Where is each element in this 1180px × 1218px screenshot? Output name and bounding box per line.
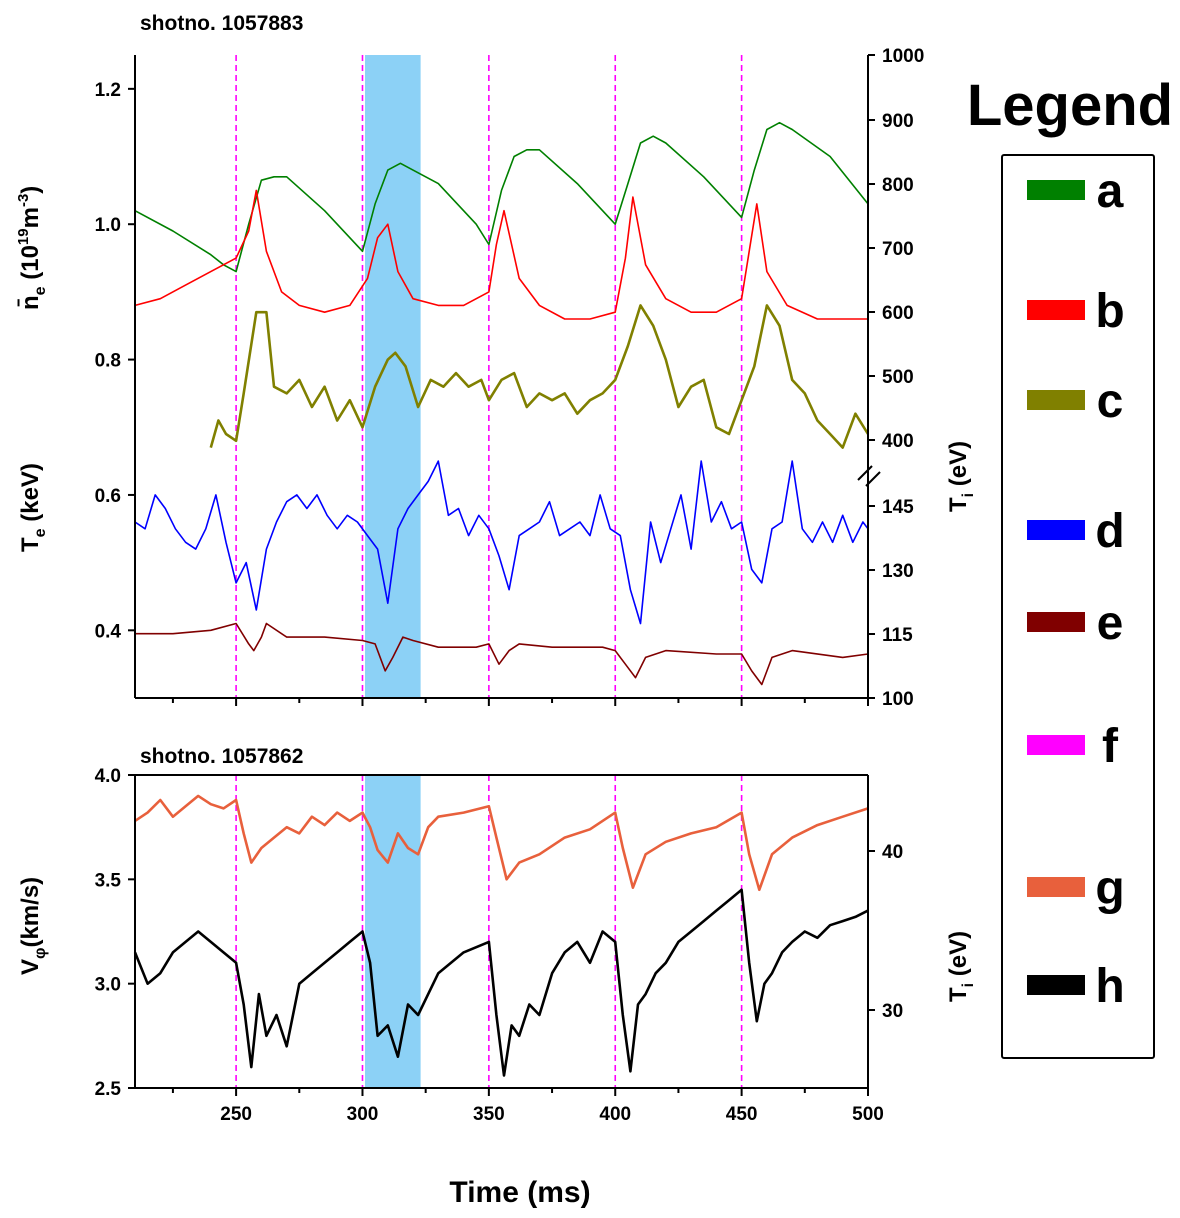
legend-title: Legend: [967, 73, 1173, 138]
x-tick-label: 350: [473, 1104, 505, 1125]
left-tick-label: 2.5: [95, 1079, 122, 1100]
top-panel-shot-label: shotno. 1057883: [140, 12, 303, 35]
legend-label-f: f: [1102, 720, 1119, 773]
right-axis-break-marks: [857, 465, 881, 487]
right-tick-label: 500: [882, 367, 914, 388]
top-left-axis-ticks: 0.4 0.6 0.8 1.0 1.2: [95, 80, 135, 642]
bottom-x-axis-ticks: 250 300 350 400 450 500: [171, 1088, 884, 1125]
x-tick-label: 250: [220, 1104, 252, 1125]
legend-label-g: g: [1095, 862, 1124, 915]
right-tick-label: 400: [882, 431, 914, 452]
bottom-left-axis-title: Vφ(km/s): [17, 877, 49, 975]
top-right-axis-ticks: 400 500 600 700 800 900 1000 100 115 130 145: [868, 46, 924, 710]
left-tick-label: 1.0: [95, 215, 121, 236]
bottom-panel: shotno. 1057862 2.5 3.0 3.5 4.0 30 40 250 300…: [17, 745, 977, 1209]
top-right-axis-title: Ti (eV): [945, 441, 977, 512]
x-axis-title: Time (ms): [449, 1176, 590, 1209]
top-axes-lines: [134, 55, 869, 699]
series-c-line: [209, 304, 870, 449]
top-series-group: [134, 121, 870, 686]
right-tick-label: 115: [882, 625, 913, 646]
legend-swatch-c: [1027, 390, 1085, 410]
legend: Legend a bc de f gh: [967, 73, 1173, 1059]
right-tick-label: 130: [882, 561, 914, 582]
highlight-band: [365, 775, 421, 1088]
legend-swatch-g: [1027, 877, 1085, 897]
right-tick-label: 40: [882, 842, 903, 863]
legend-label-h: h: [1095, 960, 1124, 1013]
marker-lines: [235, 775, 743, 1088]
right-tick-label: 900: [882, 111, 914, 132]
left-tick-label: 1.2: [95, 80, 121, 101]
x-tick-label: 500: [852, 1104, 884, 1125]
legend-box: [1001, 154, 1155, 1059]
left-tick-label: 0.4: [95, 621, 122, 642]
bottom-right-axis-title: Ti (eV): [945, 931, 977, 1002]
series-e-line: [135, 622, 869, 686]
right-tick-label: 600: [882, 303, 914, 324]
legend-swatch-b: [1027, 300, 1085, 320]
right-tick-label: 700: [882, 239, 914, 260]
bottom-series-group: [133, 794, 869, 1077]
legend-label-c: c: [1097, 375, 1124, 428]
legend-label-b: b: [1095, 285, 1124, 338]
legend-swatch-h: [1027, 975, 1085, 995]
left-tick-label: 0.6: [95, 486, 121, 507]
x-tick-label: 400: [599, 1104, 631, 1125]
legend-swatch-a: [1027, 180, 1085, 200]
legend-label-e: e: [1097, 597, 1124, 650]
left-tick-label: 3.5: [95, 870, 122, 891]
series-b-line: [134, 189, 868, 320]
series-a-line: [134, 121, 869, 273]
top-x-axis-ticks: [171, 698, 869, 706]
bottom-left-axis-ticks: 2.5 3.0 3.5 4.0: [95, 766, 135, 1100]
legend-swatch-d: [1027, 520, 1085, 540]
top-left-axis-title-upper: n̄e (1019m-3): [15, 186, 49, 310]
right-tick-label: 800: [882, 175, 914, 196]
x-tick-label: 300: [347, 1104, 379, 1125]
bottom-right-axis-ticks: 30 40: [868, 842, 903, 1022]
legend-swatch-f: [1027, 735, 1085, 755]
left-tick-label: 3.0: [95, 975, 121, 996]
legend-items: a bc de f gh: [1027, 165, 1125, 1013]
right-tick-label: 100: [882, 689, 914, 710]
top-left-axis-title-lower: Te (keV): [17, 463, 49, 552]
right-tick-label: 30: [882, 1001, 903, 1022]
highlight-band: [365, 55, 421, 698]
legend-label-d: d: [1095, 505, 1124, 558]
x-tick-label: 450: [726, 1104, 758, 1125]
left-tick-label: 4.0: [95, 766, 121, 787]
series-g-line: [134, 794, 869, 892]
right-tick-label: 145: [882, 497, 914, 518]
legend-swatch-e: [1027, 612, 1085, 632]
left-tick-label: 0.8: [95, 351, 121, 372]
marker-lines: [235, 55, 743, 698]
series-h-line: [133, 888, 869, 1077]
right-tick-label: 1000: [882, 46, 924, 67]
bottom-axes-lines: [134, 774, 869, 1089]
highlight-band-rect: [365, 55, 421, 698]
legend-label-a: a: [1097, 165, 1124, 218]
bottom-panel-shot-label: shotno. 1057862: [140, 745, 303, 768]
top-panel: shotno. 1057883 0.4 0.6 0.8 1.0 1.2 400 500 60…: [15, 12, 977, 710]
series-d-line: [134, 460, 869, 625]
highlight-band-rect: [365, 775, 421, 1088]
